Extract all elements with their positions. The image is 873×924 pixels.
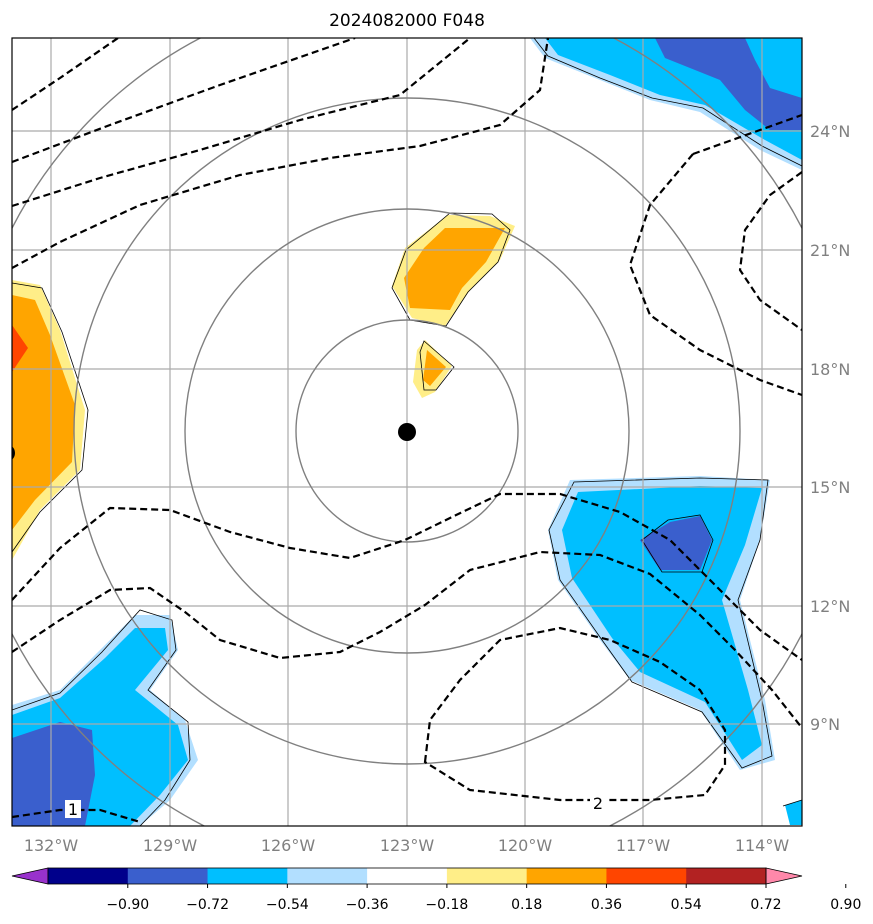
- colorbar-tick-label: 0.18: [511, 897, 542, 913]
- colorbar-segment: [48, 868, 129, 884]
- longitude-label: 123°W: [380, 836, 435, 855]
- range-rings: [12, 38, 802, 826]
- negative-region-blue: [562, 486, 762, 760]
- latitude-label: 12°N: [810, 597, 850, 616]
- contour-line: [628, 153, 802, 397]
- colorbar-segment: [606, 868, 687, 884]
- contour-line: [738, 171, 802, 331]
- contour-line: [12, 550, 802, 729]
- dashed-contours: [12, 38, 802, 824]
- contour-label-background: [65, 800, 81, 818]
- map-title: 2024082000 F048: [329, 11, 485, 31]
- edge-marker: [12, 446, 15, 460]
- outline: [419, 340, 455, 391]
- contour-line: [692, 113, 802, 156]
- contour-line: [12, 38, 119, 111]
- colorbar-segment: [127, 868, 209, 884]
- contour-line: [12, 38, 550, 269]
- map-area: 1 2: [12, 38, 802, 826]
- colorbar-tick-label: −0.72: [186, 897, 229, 913]
- positive-region-orange: [404, 228, 505, 310]
- longitude-label: 126°W: [261, 836, 316, 855]
- latitude-axis: 9°N 12°N 15°N 18°N 21°N 24°N: [810, 122, 850, 734]
- colorbar-frame: [47, 867, 767, 885]
- longitude-label: 132°W: [24, 836, 79, 855]
- latitude-label: 15°N: [810, 478, 850, 497]
- contour-label: 2: [593, 794, 603, 813]
- longitude-label: 117°W: [616, 836, 671, 855]
- colorbar-tick-label: 0.90: [830, 897, 861, 913]
- colorbar-extend-min: [11, 867, 49, 885]
- outline: [548, 477, 773, 769]
- latitude-label: 18°N: [810, 360, 850, 379]
- negative-region-dark-blue: [655, 38, 802, 130]
- outline: [391, 212, 511, 327]
- latitude-label: 21°N: [810, 241, 850, 260]
- outline: [782, 799, 802, 807]
- colorbar-tick-label: −0.36: [346, 897, 389, 913]
- positive-region-orange: [423, 350, 446, 386]
- contour-line: [12, 492, 802, 661]
- map-frame: [11, 37, 803, 827]
- graticule: [12, 38, 802, 826]
- range-ring: [73, 97, 741, 765]
- colorbar-segment: [446, 868, 528, 884]
- outline: [641, 514, 714, 573]
- colorbar-extend-max: [765, 867, 803, 885]
- colorbar-tick-label: 0.72: [750, 897, 781, 913]
- contour-label-background: [590, 794, 606, 812]
- outline: [12, 609, 191, 826]
- outline: [12, 282, 89, 553]
- longitude-label: 114°W: [735, 836, 790, 855]
- colorbar-segment: [207, 868, 288, 884]
- colorbar-segment: [526, 868, 607, 884]
- colorbar-tick-label: −0.90: [106, 897, 149, 913]
- negative-region-blue: [785, 800, 802, 825]
- longitude-label: 129°W: [143, 836, 198, 855]
- range-ring: [295, 319, 519, 543]
- colorbar-segment: [367, 868, 448, 884]
- positive-region-orange: [12, 295, 75, 530]
- negative-region-dark-blue: [640, 516, 712, 570]
- colorbar-segment: [287, 868, 368, 884]
- center-marker: [398, 423, 416, 441]
- colorbar: −0.90 −0.72 −0.54 −0.36 −0.18 0.18 0.36 0.54 0.7…: [11, 867, 861, 913]
- contour-label: 1: [68, 800, 78, 819]
- positive-region-red: [12, 325, 28, 372]
- latitude-label: 24°N: [810, 122, 850, 141]
- colorbar-tick-label: −0.54: [266, 897, 309, 913]
- longitude-label: 120°W: [498, 836, 553, 855]
- contour-line: [12, 38, 471, 208]
- contour-line: [12, 38, 356, 164]
- range-ring: [184, 208, 630, 654]
- colorbar-tick-label: −0.18: [425, 897, 468, 913]
- latitude-label: 9°N: [810, 715, 840, 734]
- colorbar-tick-label: 0.36: [591, 897, 622, 913]
- longitude-axis: 132°W 129°W 126°W 123°W 120°W 117°W 114°…: [24, 836, 790, 855]
- colorbar-tick-label: 0.54: [671, 897, 702, 913]
- colorbar-segment: [686, 868, 767, 884]
